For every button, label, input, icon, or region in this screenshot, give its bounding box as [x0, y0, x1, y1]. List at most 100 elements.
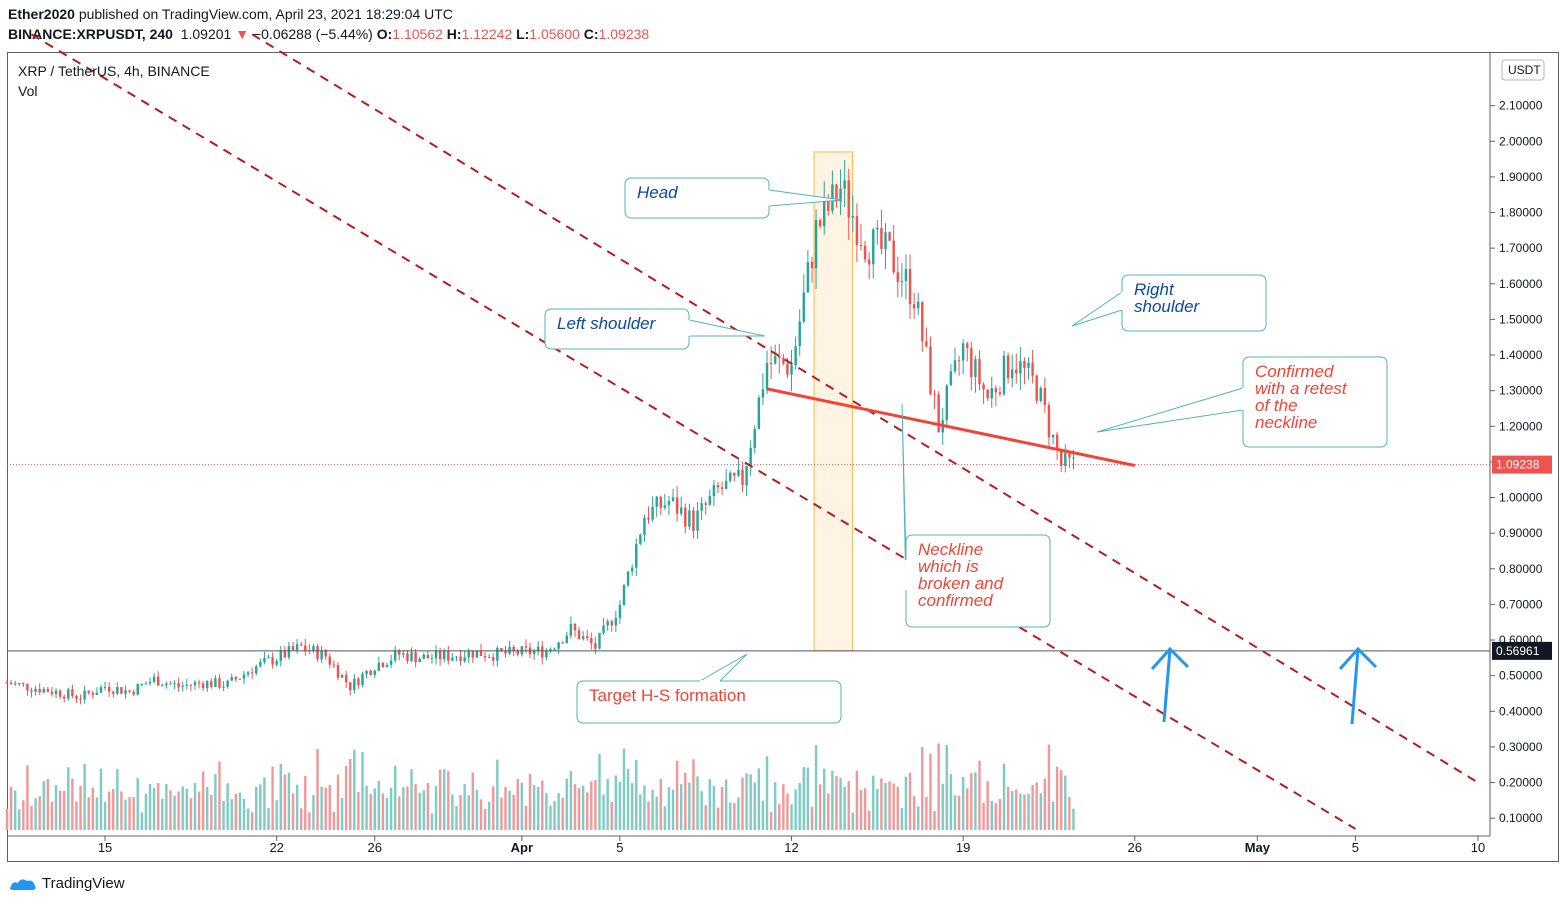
candle-body — [467, 651, 470, 658]
volume-bar — [38, 796, 41, 830]
volume-bar — [872, 775, 875, 830]
volume-bar — [5, 808, 9, 830]
candle-body — [733, 472, 736, 476]
candle-body — [565, 635, 569, 644]
volume-bar — [810, 806, 814, 830]
candle-body — [635, 543, 638, 568]
candle-body — [120, 687, 123, 694]
volume-bar — [361, 752, 364, 830]
candle-body — [729, 472, 732, 481]
candle-body — [602, 625, 605, 633]
volume-bar — [1010, 791, 1014, 830]
candle-body — [590, 638, 593, 644]
volume-bar — [169, 790, 172, 830]
candle-body — [422, 654, 426, 659]
volume-bar — [496, 759, 499, 830]
open-label: O: — [376, 26, 393, 42]
candle-body — [684, 507, 687, 527]
volume-bar — [880, 778, 883, 830]
candle-body — [492, 657, 495, 661]
candle-body — [839, 188, 842, 202]
candle-body — [287, 646, 291, 658]
published-text: published on TradingView.com, April 23, … — [78, 6, 453, 22]
candle-body — [197, 682, 201, 684]
legend-title[interactable]: XRP / TetherUS, 4h, BINANCE — [18, 63, 210, 79]
volume-bar — [479, 799, 483, 830]
volume-bar — [851, 812, 855, 830]
candle-body — [161, 685, 164, 687]
candle-body — [504, 651, 507, 654]
candle-body — [982, 384, 985, 390]
volume-bar — [459, 795, 462, 830]
volume-bar — [1068, 797, 1071, 830]
volume-bar — [504, 786, 507, 830]
tradingview-footer[interactable]: TradingView — [8, 875, 125, 892]
volume-bar — [222, 800, 225, 830]
volume-bar — [226, 783, 229, 830]
candle-body — [508, 646, 511, 654]
volume-bar — [528, 773, 532, 830]
y-tick-label: 1.40000 — [1499, 348, 1543, 362]
symbol-label: BINANCE:XRPUSDT, 240 — [8, 26, 173, 42]
volume-legend[interactable]: Vol — [18, 83, 37, 99]
candle-body — [173, 683, 176, 685]
volume-bar — [549, 805, 552, 830]
candle-body — [132, 691, 135, 695]
volume-bar — [442, 769, 446, 830]
candle-body — [13, 683, 17, 685]
volume-bar — [308, 812, 311, 830]
neckline — [766, 387, 1136, 467]
volume-bar — [156, 783, 160, 830]
head-callout[interactable]: Head — [624, 177, 843, 219]
currency-badge[interactable] — [1501, 59, 1545, 81]
y-tick-label: 1.60000 — [1499, 277, 1543, 291]
candle-body — [692, 510, 695, 531]
chart-frame — [7, 52, 1559, 862]
callout-pointer — [1096, 387, 1244, 433]
volume-bar — [978, 760, 981, 830]
left-shoulder-callout[interactable]: Left shoulder — [544, 308, 766, 350]
volume-bar — [214, 774, 217, 830]
candle-body — [22, 683, 25, 685]
candle-body — [978, 359, 981, 385]
candle-body — [214, 678, 217, 687]
candle-body — [1068, 452, 1071, 458]
volume-bar — [34, 798, 37, 830]
volume-bar — [957, 795, 961, 830]
candle-body — [778, 356, 781, 358]
candle-body — [696, 510, 699, 531]
candle-body — [1002, 355, 1006, 395]
volume-bar — [189, 798, 193, 830]
candle-body — [414, 652, 417, 663]
candle-body — [957, 360, 961, 362]
candle-body — [790, 365, 793, 375]
volume-bar — [553, 801, 556, 830]
candle-body — [205, 681, 209, 689]
candle-body — [876, 227, 879, 230]
volume-bar — [1027, 793, 1030, 830]
candle-body — [720, 487, 724, 489]
candle-body — [749, 448, 752, 467]
candle-body — [741, 469, 744, 486]
volume-bar — [745, 773, 748, 830]
volume-bar — [246, 808, 250, 830]
candle-body — [520, 646, 524, 655]
target-callout[interactable]: Target H-S formation — [576, 653, 842, 724]
author-name[interactable]: Ether2020 — [8, 6, 75, 22]
volume-bar — [892, 783, 895, 830]
volume-bar — [136, 778, 139, 830]
volume-bar — [283, 774, 287, 830]
arrow-head — [1338, 646, 1378, 671]
tradingview-logo-icon — [10, 878, 36, 890]
candle-body — [872, 229, 875, 265]
candle-body — [434, 650, 438, 659]
candle-body — [712, 485, 716, 497]
volume-bar — [357, 791, 360, 830]
candle-body — [659, 496, 663, 508]
candle-body — [818, 220, 822, 227]
volume-bar — [835, 776, 838, 830]
